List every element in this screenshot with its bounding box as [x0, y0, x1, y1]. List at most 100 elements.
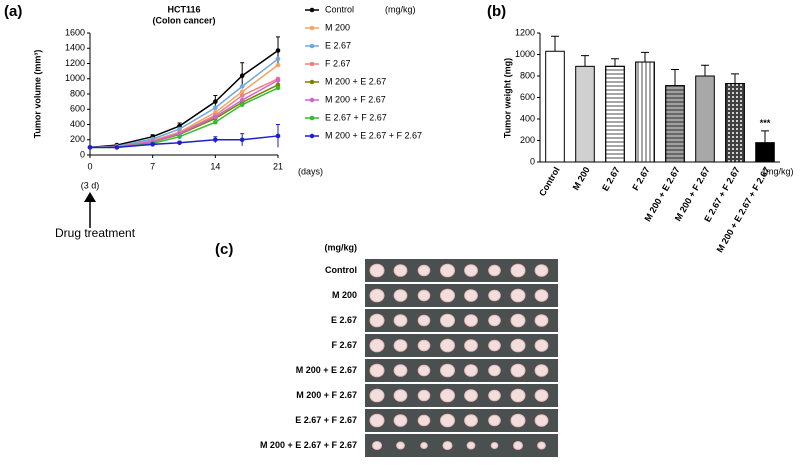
tumor [369, 313, 385, 328]
data-point [177, 134, 182, 139]
y-tick-label: 1400 [65, 43, 85, 53]
photo-row [365, 259, 558, 282]
y-axis-label: Tumor volume (mm³) [32, 50, 42, 139]
tumor [464, 289, 478, 302]
tumor [417, 389, 431, 402]
tumor [510, 313, 526, 328]
tumor [510, 363, 526, 378]
row-label: Control [325, 265, 357, 275]
y-tick-label: 400 [70, 119, 85, 129]
data-point [275, 62, 281, 68]
data-point [213, 99, 218, 104]
x-tick-label: E 2.67 [600, 165, 622, 193]
panel-label: (c) [215, 241, 233, 258]
x-tick-label: F 2.67 [630, 165, 651, 192]
tumor [417, 264, 431, 277]
tumor [534, 389, 549, 402]
series-line [89, 78, 279, 149]
error-bar [761, 130, 769, 143]
photo-row [365, 284, 558, 307]
tumor [369, 388, 385, 403]
legend-marker [309, 115, 315, 121]
data-point [239, 97, 245, 103]
y-tick-label: 600 [520, 92, 535, 102]
tumor [534, 314, 549, 327]
error-bar [551, 35, 559, 52]
photo-row [365, 309, 558, 332]
tumor [417, 364, 431, 377]
tumor [488, 289, 501, 302]
tumor [537, 441, 546, 450]
tumor [440, 313, 455, 328]
tumor [510, 288, 526, 303]
data-point [275, 48, 281, 53]
tumor [534, 289, 549, 302]
bar [755, 142, 775, 163]
data-point [239, 89, 245, 95]
data-point [177, 126, 182, 132]
legend-label: M 200 + E 2.67 + F 2.67 [325, 130, 422, 140]
annotation: Drug treatment [55, 226, 136, 240]
tumor [440, 263, 455, 278]
row-label: M 200 + E 2.67 [296, 365, 357, 375]
x-tick-label: M 200 + E 2.67 + F 2.67 [715, 165, 772, 254]
y-tick-label: 0 [80, 149, 85, 159]
tumor [440, 363, 455, 378]
legend-label: M 200 + E 2.67 [325, 76, 386, 86]
tumor [464, 339, 478, 352]
tumor [510, 338, 526, 353]
legend-marker [309, 25, 315, 31]
data-point [275, 85, 281, 91]
tumor [393, 389, 408, 402]
row-label: F 2.67 [331, 340, 357, 350]
tumor [488, 414, 501, 427]
tumor [440, 388, 455, 403]
error-bar [641, 51, 649, 63]
data-point [213, 137, 218, 143]
tumor [534, 264, 549, 277]
tumor [440, 413, 455, 428]
tumor [369, 263, 385, 278]
data-point [239, 73, 245, 78]
significance: *** [760, 118, 771, 128]
tumor [464, 264, 478, 277]
y-tick-label: 0 [530, 156, 535, 166]
x-tick-label: Control [537, 165, 562, 198]
tumor [513, 440, 523, 451]
photo-row [365, 334, 558, 357]
y-tick-label: 400 [520, 113, 535, 123]
y-tick-label: 800 [520, 70, 535, 80]
error-bar [581, 55, 589, 67]
tumor [417, 314, 431, 327]
row-label: M 200 + E 2.67 + F 2.67 [260, 440, 357, 450]
error-bar [701, 64, 709, 76]
bar [575, 65, 595, 163]
data-point [213, 114, 218, 120]
tumor [510, 388, 526, 403]
x-axis-unit: (mg/kg) [763, 166, 794, 176]
tumor [466, 441, 476, 450]
tumor [369, 413, 385, 428]
panel-label: (b) [487, 3, 506, 20]
data-point [275, 56, 281, 62]
tumor [464, 414, 478, 427]
tumor [534, 414, 549, 427]
tumor [488, 314, 501, 327]
tumor [393, 314, 408, 327]
tumor [464, 389, 478, 402]
data-point [213, 105, 218, 111]
tumor [442, 440, 453, 451]
x-tick-label: M 200 [571, 165, 592, 192]
legend-label: E 2.67 [325, 40, 351, 50]
tumor [393, 264, 408, 277]
legend-label: M 200 [325, 22, 350, 32]
data-point [114, 145, 120, 150]
bar-pattern [635, 61, 655, 163]
series-line [89, 79, 279, 149]
y-tick-label: 200 [520, 135, 535, 145]
tumor [393, 364, 408, 377]
photo-row [365, 359, 558, 382]
data-point [275, 77, 281, 83]
row-label: M 200 [332, 290, 357, 300]
